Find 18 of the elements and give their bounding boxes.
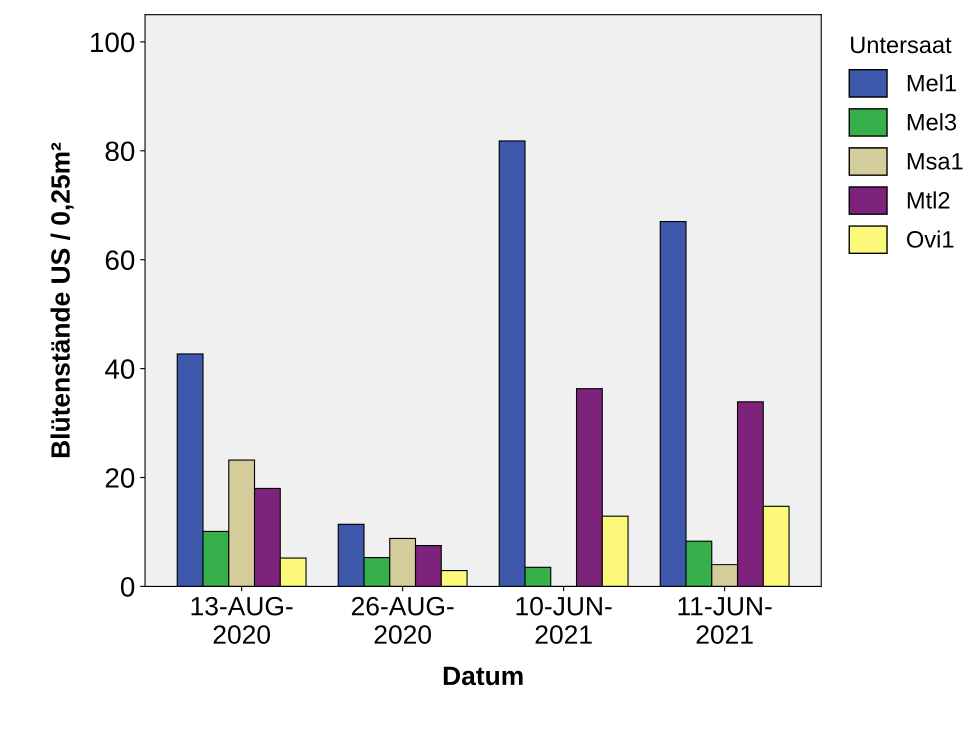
y-tick-label: 60 — [106, 250, 134, 270]
legend-label: Mtl2 — [908, 191, 950, 209]
x-axis-title: Datum — [444, 666, 523, 686]
y-tick-label: 20 — [106, 468, 134, 488]
legend-label: Mel3 — [908, 113, 956, 131]
y-tick-label: 40 — [105, 359, 134, 379]
x-tick-label: 10-JUN- 2021 — [516, 596, 612, 644]
x-tick-label: 26-AUG- 2020 — [352, 596, 454, 644]
legend-title: Untersaat — [851, 36, 952, 54]
x-tick-label: 13-AUG- 2020 — [192, 596, 293, 644]
legend-label: Msa1 — [908, 153, 963, 170]
y-tick-label: 80 — [106, 141, 134, 162]
legend-label: Ovi1 — [907, 230, 954, 248]
y-axis-title: Blütenstände US / 0,25m² — [50, 142, 74, 458]
y-tick-label: 100 — [91, 32, 134, 52]
y-tick-label: 0 — [120, 577, 134, 597]
x-tick-label: 11-JUN- 2021 — [678, 597, 772, 644]
legend-label: Mel1 — [908, 74, 956, 92]
